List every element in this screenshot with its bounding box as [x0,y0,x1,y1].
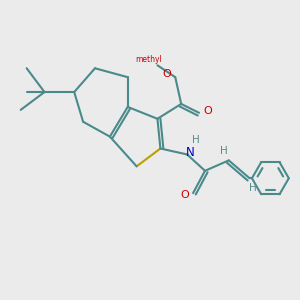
Text: H: H [220,146,228,156]
Text: H: H [249,183,256,193]
Text: O: O [163,69,171,79]
Text: H: H [192,135,200,145]
Text: O: O [203,106,212,116]
Text: N: N [186,146,194,159]
Text: methyl: methyl [135,55,162,64]
Text: O: O [180,190,189,200]
